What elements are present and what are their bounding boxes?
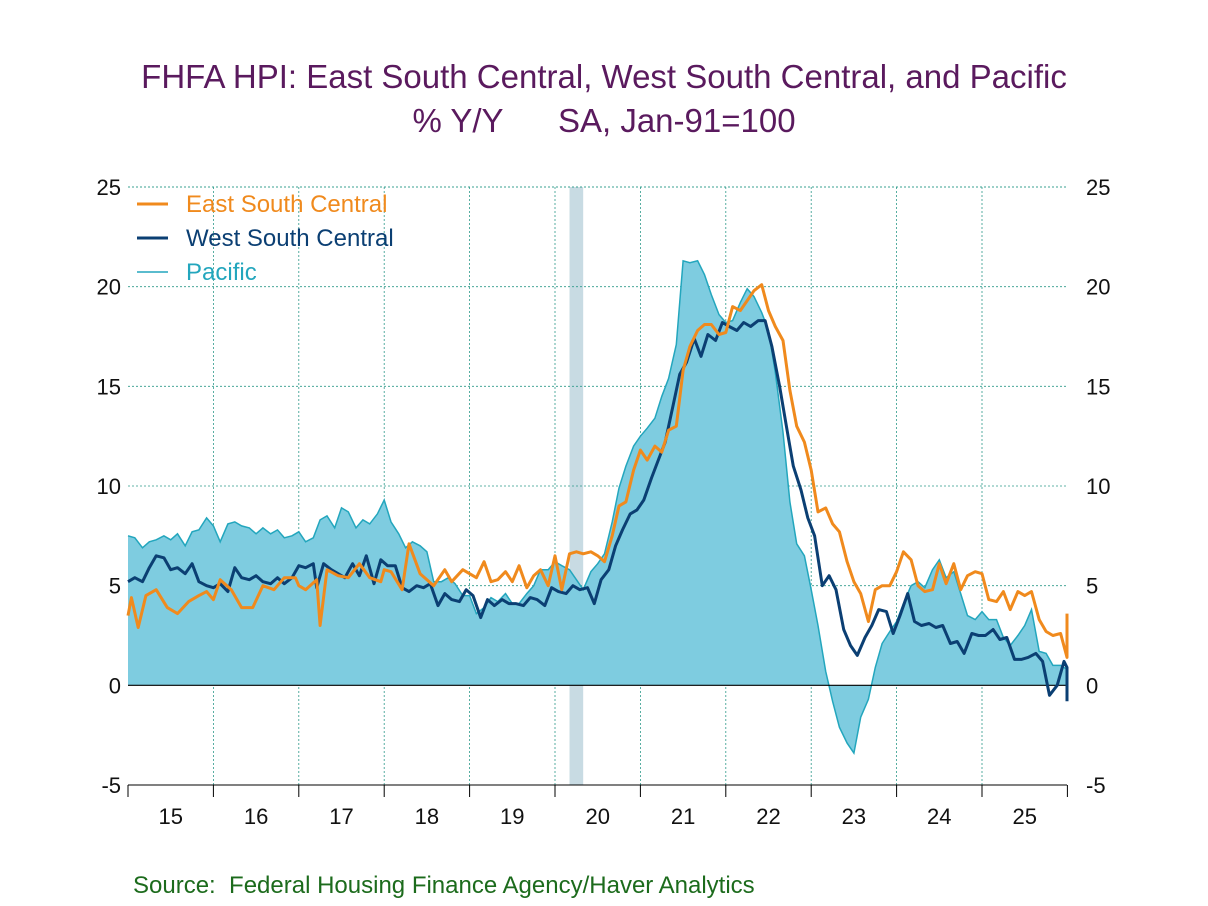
- legend: East South Central West South Central Paci…: [137, 191, 394, 286]
- east-south-central-line: [126, 283, 1069, 659]
- y-tick-label-right: 25: [1086, 175, 1110, 200]
- source-note: Source: Federal Housing Finance Agency/H…: [133, 872, 755, 899]
- y-tick-label-left: 25: [97, 175, 121, 200]
- chart-subtitle: % Y/Y SA, Jan-91=100: [412, 102, 796, 139]
- legend-label: East South Central: [186, 191, 387, 218]
- pacific-area-layer: [127, 259, 1068, 756]
- pacific-line: [127, 259, 1068, 756]
- x-tick-label: 24: [927, 804, 951, 829]
- x-tick-label: 23: [842, 804, 866, 829]
- x-tick-label: 21: [671, 804, 695, 829]
- pacific-area: [128, 260, 1067, 754]
- tick-labels: 15 16 17 18 19 20 21 22 23 24 25 -5 -5 0 0 5 5 10 10 15 15 20…: [97, 175, 1111, 829]
- chart-title: FHFA HPI: East South Central, West South…: [141, 58, 1067, 95]
- axes: [127, 784, 1068, 797]
- legend-label: Pacific: [186, 259, 257, 286]
- y-tick-label-left: 10: [97, 474, 121, 499]
- y-tick-label-right: 15: [1086, 374, 1110, 399]
- x-tick-label: 16: [244, 804, 268, 829]
- x-tick-label: 25: [1012, 804, 1036, 829]
- x-tick-label: 15: [158, 804, 182, 829]
- x-tick-label: 19: [500, 804, 524, 829]
- x-tick-label: 22: [756, 804, 780, 829]
- y-tick-label-right: -5: [1086, 773, 1106, 798]
- y-tick-label-left: -5: [101, 773, 121, 798]
- y-tick-label-left: 0: [109, 673, 121, 698]
- y-tick-label-left: 5: [109, 574, 121, 599]
- y-tick-label-right: 20: [1086, 275, 1110, 300]
- y-tick-label-left: 20: [97, 275, 121, 300]
- series-lines-layer: [126, 283, 1069, 702]
- y-tick-label-right: 0: [1086, 673, 1098, 698]
- y-tick-label-right: 10: [1086, 474, 1110, 499]
- gridlines: [128, 186, 1067, 785]
- x-tick-label: 17: [329, 804, 353, 829]
- y-tick-label-right: 5: [1086, 574, 1098, 599]
- x-tick-label: 20: [585, 804, 609, 829]
- west-south-central-line: [127, 319, 1069, 702]
- y-tick-label-left: 15: [97, 374, 121, 399]
- x-tick-label: 18: [415, 804, 439, 829]
- legend-label: West South Central: [186, 225, 394, 252]
